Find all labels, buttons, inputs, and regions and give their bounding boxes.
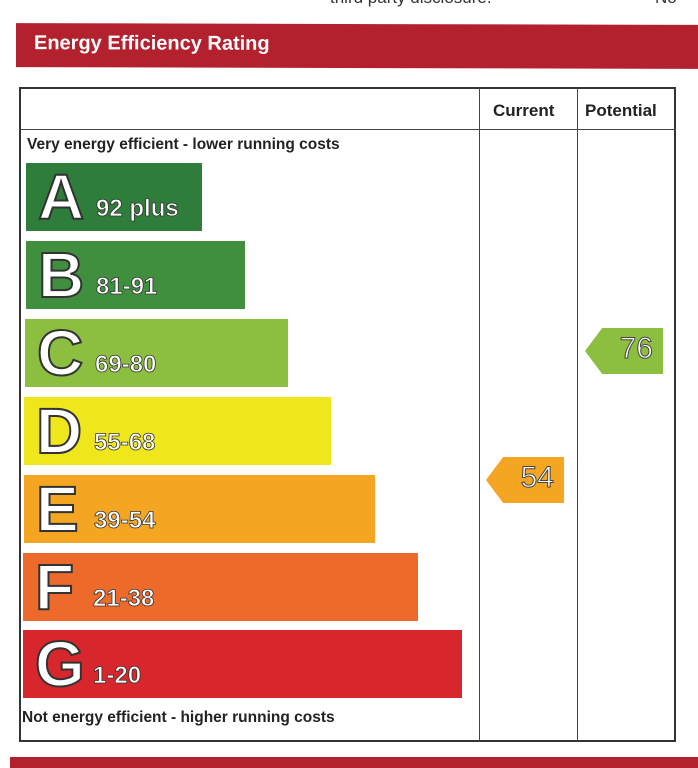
current-rating-value: 54 xyxy=(520,461,554,495)
band-letter: E xyxy=(35,472,80,546)
column-divider-current xyxy=(479,87,480,742)
band-e: E 39-54 xyxy=(24,472,375,546)
band-range: 1-20 xyxy=(93,662,142,690)
band-letter: F xyxy=(34,550,75,624)
band-range: 92 plus xyxy=(96,195,180,223)
band-range: 21-38 xyxy=(93,585,155,613)
band-range: 55-68 xyxy=(94,429,156,457)
title-bar: Energy Efficiency Rating xyxy=(16,23,698,69)
band-letter: G xyxy=(34,627,86,701)
rating-table xyxy=(19,87,676,742)
band-b: B 81-91 xyxy=(26,238,245,312)
band-range: 81-91 xyxy=(96,273,158,301)
band-letter: B xyxy=(37,238,85,312)
band-letter: C xyxy=(36,316,84,390)
band-range: 69-80 xyxy=(95,351,157,379)
column-header-potential: Potential xyxy=(585,101,657,120)
band-g: G 1-20 xyxy=(23,627,462,701)
band-a: A 92 plus xyxy=(26,160,202,234)
caption-top: Very energy efficient - lower running co… xyxy=(27,136,340,153)
band-d: D 55-68 xyxy=(24,394,331,468)
column-divider-potential xyxy=(577,87,578,742)
band-letter: A xyxy=(37,160,85,234)
page-title: Energy Efficiency Rating xyxy=(34,32,270,55)
band-range: 39-54 xyxy=(94,507,156,535)
band-f: F 21-38 xyxy=(23,550,418,624)
caption-bottom: Not energy efficient - higher running co… xyxy=(22,709,335,726)
bottom-bar xyxy=(10,757,698,768)
band-c: C 69-80 xyxy=(25,316,288,390)
potential-rating-arrow: 76 xyxy=(585,328,663,374)
column-header-current: Current xyxy=(493,101,555,120)
top-fragment-left: third party disclosure. xyxy=(330,0,492,8)
header-divider xyxy=(19,129,676,130)
band-letter: D xyxy=(35,394,83,468)
current-rating-arrow: 54 xyxy=(486,457,564,503)
potential-rating-value: 76 xyxy=(619,332,653,366)
top-fragment-right: No xyxy=(655,0,677,8)
